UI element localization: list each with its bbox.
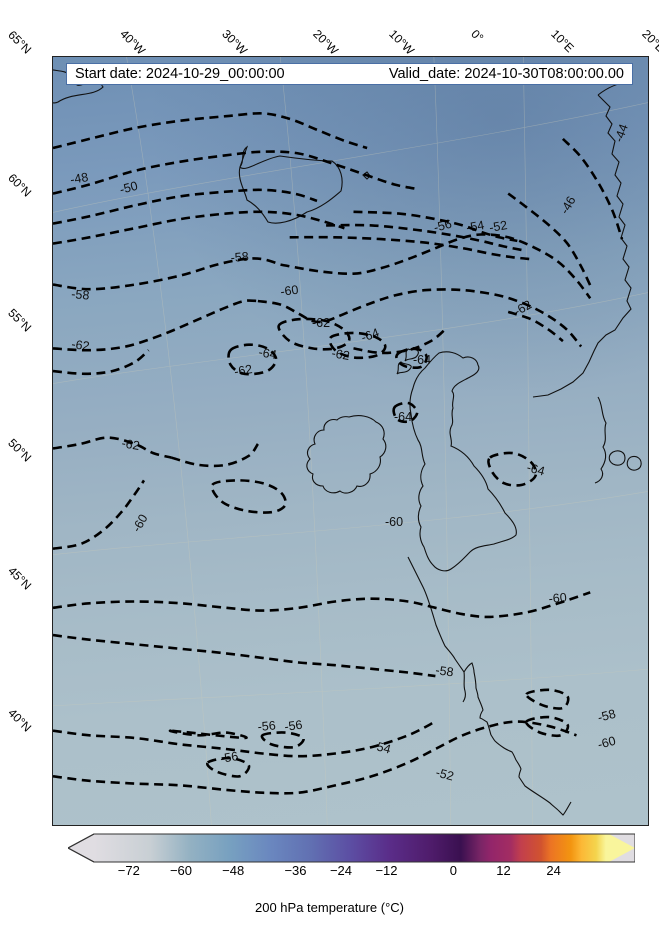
svg-text:-58: -58 (596, 707, 617, 725)
svg-text:-64: -64 (359, 325, 381, 344)
svg-text:-62: -62 (233, 362, 253, 379)
svg-text:-62: -62 (120, 436, 140, 453)
svg-text:-60: -60 (279, 283, 299, 299)
svg-text:-64: -64 (413, 353, 431, 367)
svg-text:-58: -58 (435, 663, 455, 679)
svg-text:-50: -50 (118, 179, 139, 197)
svg-text:-52: -52 (488, 218, 508, 235)
svg-text:-52: -52 (434, 765, 455, 783)
svg-text:-56: -56 (257, 718, 276, 734)
svg-text:-58: -58 (230, 249, 249, 265)
svg-text:-60: -60 (596, 734, 617, 752)
svg-text:-60: -60 (385, 515, 403, 529)
svg-text:-56: -56 (283, 718, 303, 734)
svg-text:-60: -60 (129, 512, 150, 535)
svg-text:-44: -44 (612, 122, 631, 144)
svg-text:-46: -46 (557, 194, 578, 217)
